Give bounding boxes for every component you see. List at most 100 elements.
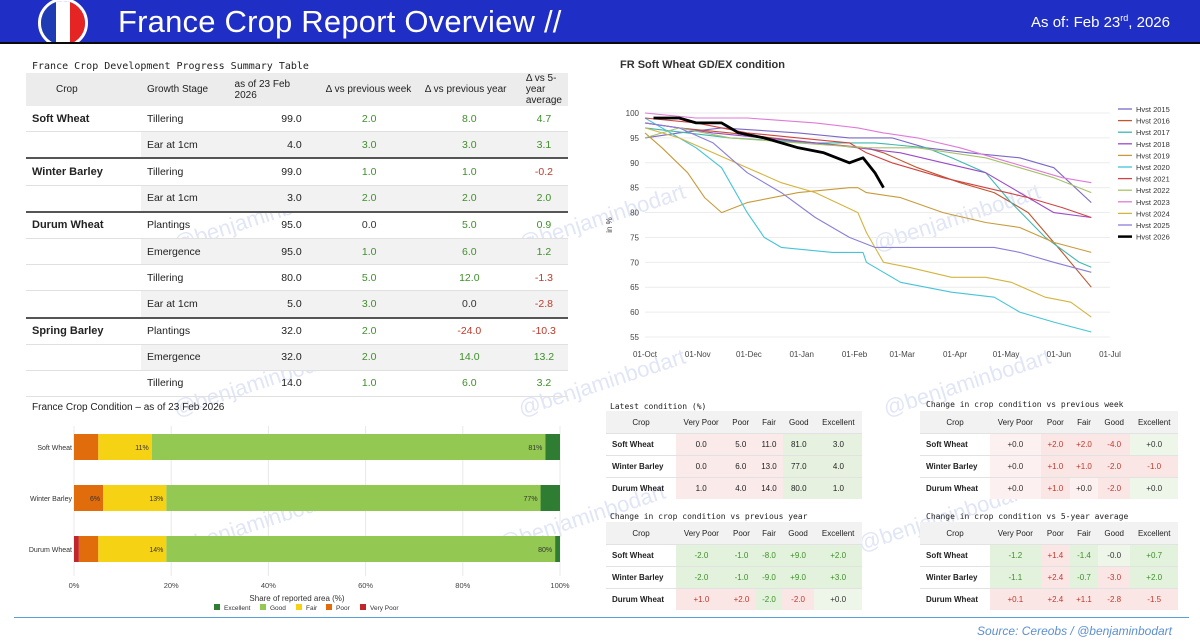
value-cell: +9.0	[781, 544, 815, 567]
col-header: Crop	[606, 522, 676, 545]
legend-label: Hvst 2018	[1136, 140, 1170, 149]
value-cell: +0.0	[814, 588, 862, 610]
category-label: Soft Wheat	[37, 445, 72, 452]
table-row: Durum Wheat +0.1 +2.4 +1.1 -2.8 -1.5	[920, 588, 1178, 610]
bar-segment	[545, 434, 560, 460]
progress-table: Crop Growth Stage as of 23 Feb 2026 Δ vs…	[26, 73, 568, 398]
value-cell: 14.0	[755, 477, 783, 499]
legend-label: Excellent	[224, 605, 251, 612]
table-row: Soft Wheat 0.0 5.0 11.0 81.0 3.0	[606, 433, 862, 456]
x-tick-label: 01-Nov	[685, 350, 711, 359]
series-line	[644, 122, 1092, 273]
value-cell: 80.0	[228, 264, 320, 292]
stage-cell: Tillering	[140, 264, 229, 292]
value-cell: +2.0	[1070, 433, 1098, 456]
bar-data-label: 13%	[149, 496, 163, 503]
delta-avg-cell: 3.1	[519, 131, 568, 159]
legend-label: Hvst 2021	[1136, 175, 1170, 184]
bar-segment	[103, 485, 167, 511]
value-cell: +0.0	[990, 477, 1041, 499]
col-header: Good	[1097, 522, 1131, 545]
condition-table-week: Crop Very Poor Poor Fair Good Excellent Soft W…	[920, 411, 1178, 499]
value-cell: 1.0	[676, 477, 727, 499]
header-divider	[0, 42, 1200, 44]
table-row: Winter Barley +0.0 +1.0 +1.0 -2.0 -1.0	[920, 455, 1178, 478]
delta-year-cell: 6.0	[418, 238, 520, 266]
series-line	[644, 112, 1092, 184]
value-cell: 32.0	[228, 316, 320, 345]
condition-table-year: Crop Very Poor Poor Fair Good Excellent Soft W…	[606, 522, 862, 610]
y-tick-label: 60	[630, 308, 639, 317]
x-tick-label: 80%	[455, 581, 470, 590]
x-tick-label: 01-Apr	[943, 350, 967, 359]
col-header: Very Poor	[990, 522, 1041, 545]
col-header: Good	[782, 411, 815, 434]
value-cell: -2.0	[1097, 455, 1131, 478]
legend-label: Poor	[336, 605, 351, 612]
col-header: as of 23 Feb 2026	[228, 73, 320, 106]
value-cell: 5.0	[228, 290, 320, 318]
condition-table-header: Crop Very Poor Poor Fair Good Excellent	[920, 522, 1178, 545]
legend-label: Hvst 2022	[1136, 186, 1170, 195]
series-line	[644, 122, 1092, 219]
crop-cell: Soft Wheat	[920, 544, 990, 567]
value-cell: +0.1	[990, 588, 1041, 610]
crop-cell	[26, 264, 141, 292]
delta-avg-cell: 3.2	[519, 370, 568, 398]
table-row: Tillering 14.0 1.0 6.0 3.2	[26, 370, 568, 398]
bar-data-label: 77%	[524, 496, 538, 503]
table-row: Ear at 1cm 4.0 3.0 3.0 3.1	[26, 131, 568, 159]
crop-cell: Durum Wheat	[920, 477, 990, 499]
progress-table-header: Crop Growth Stage as of 23 Feb 2026 Δ vs…	[26, 73, 568, 106]
crop-cell: Winter Barley	[606, 455, 676, 478]
stage-cell: Emergence	[140, 344, 229, 371]
col-header: Poor	[1040, 522, 1070, 545]
col-header: Excellent	[1130, 522, 1178, 545]
x-tick-label: 01-May	[993, 350, 1020, 359]
table-row: Ear at 1cm 5.0 3.0 0.0 -2.8	[26, 290, 568, 318]
table-row: Durum Wheat Plantings 95.0 0.0 5.0 0.9	[26, 210, 568, 239]
flag-red	[70, 1, 85, 45]
value-cell: -0.0	[1097, 544, 1131, 567]
x-axis-label: Share of reported area (%)	[249, 594, 344, 603]
footer-divider	[14, 617, 1189, 618]
value-cell: +0.0	[1070, 477, 1098, 499]
line-chart: 55 60 65 70 75 80 85 90 95 100 01-Oct 01-Nov 01-Dec 0…	[605, 105, 1170, 359]
table-row: Winter Barley -1.1 +2.4 -0.7 -3.0 +2.0	[920, 566, 1178, 589]
x-tick-label: 01-Oct	[633, 350, 658, 359]
page-title: France Crop Report Overview //	[118, 4, 562, 39]
col-header: Excellent	[814, 522, 862, 545]
table-row: Durum Wheat 1.0 4.0 14.0 80.0 1.0	[606, 477, 862, 499]
crop-cell	[26, 344, 141, 371]
value-cell: +0.0	[990, 455, 1041, 478]
stage-cell: Plantings	[140, 210, 229, 239]
y-tick-label: 85	[630, 184, 639, 193]
y-tick-label: 90	[630, 159, 639, 168]
x-tick-label: 40%	[261, 581, 276, 590]
delta-week-cell: 3.0	[319, 131, 419, 159]
value-cell: -2.8	[1097, 588, 1131, 610]
delta-week-cell: 2.0	[319, 316, 419, 345]
legend-label: Hvst 2025	[1136, 221, 1170, 230]
category-label: Winter Barley	[30, 496, 73, 503]
series-line	[644, 127, 1092, 204]
delta-year-cell: 1.0	[418, 157, 520, 186]
bar-segment	[166, 536, 556, 562]
legend-label: Fair	[306, 605, 318, 612]
delta-year-cell: 5.0	[418, 210, 520, 239]
legend-label: Hvst 2016	[1136, 117, 1170, 126]
delta-week-cell: 2.0	[319, 185, 419, 213]
table-row: Spring Barley Plantings 32.0 2.0 -24.0 -10.3	[26, 316, 568, 345]
value-cell: 0.0	[676, 433, 727, 456]
col-header: Very Poor	[676, 411, 727, 434]
value-cell: 13.0	[755, 455, 783, 478]
value-cell: +2.0	[726, 588, 757, 610]
value-cell: -3.0	[1097, 566, 1131, 589]
condition-table-5yr: Crop Very Poor Poor Fair Good Excellent Soft W…	[920, 522, 1178, 610]
value-cell: +1.0	[1040, 455, 1070, 478]
delta-avg-cell: 2.0	[519, 185, 568, 213]
stage-cell: Plantings	[140, 316, 229, 345]
value-cell: 6.0	[726, 455, 756, 478]
bar-segment	[540, 485, 560, 511]
value-cell: +2.0	[1040, 433, 1070, 456]
